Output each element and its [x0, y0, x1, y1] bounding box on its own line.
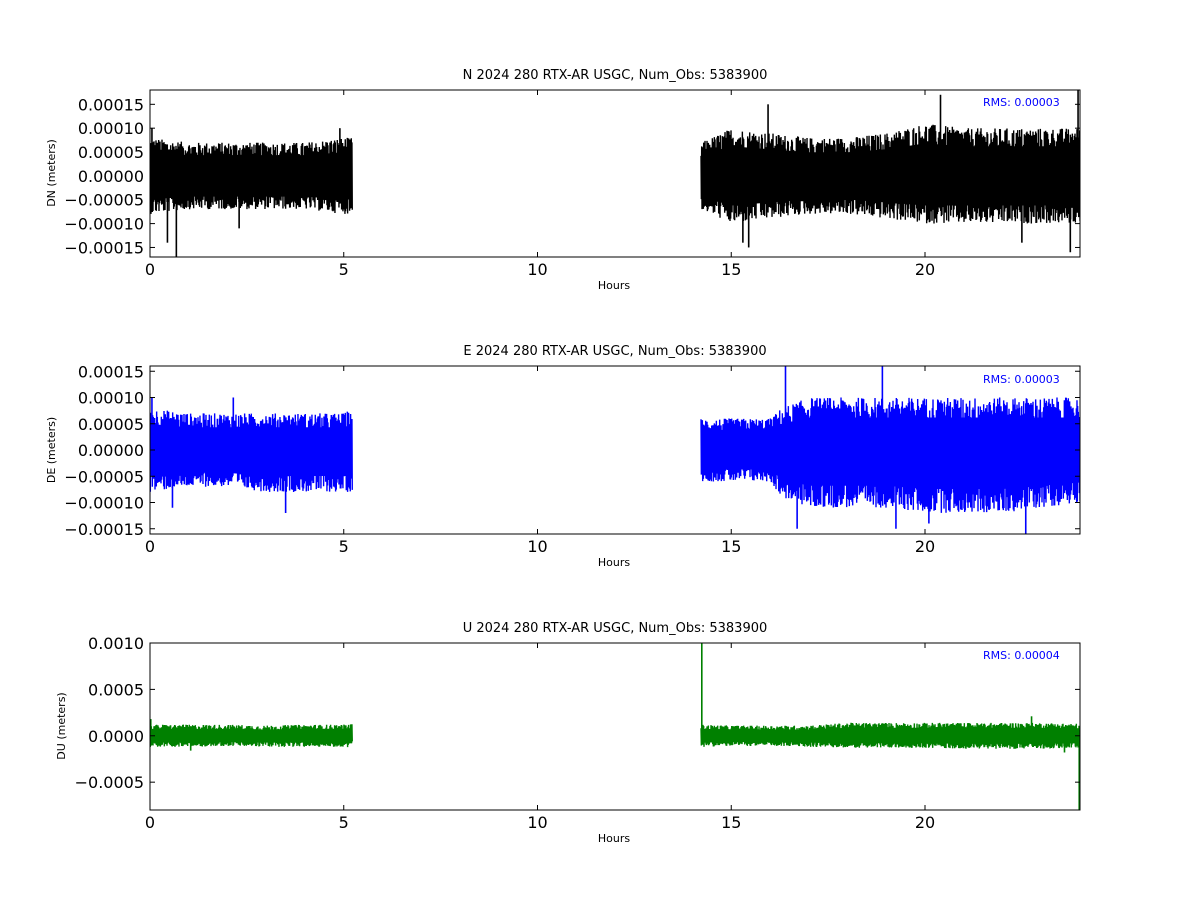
y-axis-label: DU (meters) [55, 692, 68, 759]
x-axis-label: Hours [598, 832, 630, 845]
y-tick-label: 0.00015 [78, 362, 144, 381]
y-axis: −0.00015 −0.00010 −0.00005 0.00000 0.00005 0.… [64, 95, 1080, 257]
panel-e: E 2024 280 RTX-AR USGC, Num_Obs: 5383900… [45, 344, 1081, 569]
x-tick-label: 20 [915, 537, 935, 556]
series-band [701, 143, 1080, 206]
y-tick-label: −0.00005 [64, 191, 144, 210]
series-band [701, 727, 1080, 744]
x-axis: 0 5 10 15 20 [145, 366, 935, 556]
y-tick-label: 0.00015 [78, 95, 144, 114]
plot-area: 0 5 10 15 20 −0.0005 0.0000 0.0005 0.0010 [75, 634, 1081, 832]
y-tick-label: −0.0005 [75, 773, 144, 792]
series-band [150, 423, 353, 477]
x-tick-label: 5 [339, 537, 349, 556]
x-tick-label: 15 [721, 260, 741, 279]
y-tick-label: 0.00000 [78, 441, 144, 460]
x-axis-label: Hours [598, 556, 630, 569]
x-tick-label: 20 [915, 260, 935, 279]
x-axis: 0 5 10 15 20 [145, 643, 935, 832]
y-tick-label: 0.00005 [78, 415, 144, 434]
panel-title: E 2024 280 RTX-AR USGC, Num_Obs: 5383900 [463, 344, 766, 359]
series-band [701, 417, 1080, 490]
y-tick-label: 0.0010 [88, 634, 144, 653]
axes-frame [149, 89, 1081, 258]
y-tick-label: −0.00005 [64, 467, 144, 486]
x-tick-label: 5 [339, 813, 349, 832]
y-tick-label: 0.00005 [78, 143, 144, 162]
y-axis-label: DE (meters) [45, 417, 58, 483]
x-tick-label: 0 [145, 537, 155, 556]
y-tick-label: −0.00015 [64, 520, 144, 539]
panel-n: N 2024 280 RTX-AR USGC, Num_Obs: 5383900… [45, 68, 1081, 292]
y-tick-label: −0.00010 [64, 215, 144, 234]
panel-title: U 2024 280 RTX-AR USGC, Num_Obs: 5383900 [463, 621, 768, 636]
x-tick-label: 20 [915, 813, 935, 832]
x-tick-label: 0 [145, 813, 155, 832]
y-tick-label: 0.0000 [88, 727, 144, 746]
data-series [150, 90, 1080, 257]
y-tick-label: 0.0005 [88, 680, 144, 699]
x-tick-label: 15 [721, 813, 741, 832]
rms-annotation: RMS: 0.00004 [983, 649, 1060, 662]
y-tick-label: −0.00015 [64, 238, 144, 257]
panel-u: U 2024 280 RTX-AR USGC, Num_Obs: 5383900… [55, 621, 1081, 845]
x-tick-label: 10 [527, 537, 547, 556]
x-tick-label: 0 [145, 260, 155, 279]
y-tick-label: 0.00010 [78, 389, 144, 408]
x-tick-label: 10 [527, 813, 547, 832]
series-band [150, 152, 353, 200]
x-tick-label: 15 [721, 537, 741, 556]
x-tick-label: 10 [527, 260, 547, 279]
x-axis-label: Hours [598, 279, 630, 292]
series-band [150, 728, 353, 744]
y-axis: −0.00015 −0.00010 −0.00005 0.00000 0.00005 0.… [64, 362, 1080, 539]
y-tick-label: 0.00000 [78, 167, 144, 186]
plot-area: 0 5 10 15 20−0.00015−0.00010−0.000050.000000… [64, 362, 1081, 556]
y-tick-label: 0.00010 [78, 119, 144, 138]
plot-area: 0 5 10 15 20−0.00015−0.00010−0.000050.000000… [64, 89, 1081, 279]
y-axis-label: DN (meters) [45, 139, 58, 207]
rms-annotation: RMS: 0.00003 [983, 96, 1060, 109]
rms-annotation: RMS: 0.00003 [983, 373, 1060, 386]
panel-title: N 2024 280 RTX-AR USGC, Num_Obs: 5383900 [463, 68, 768, 83]
x-axis: 0 5 10 15 20 [145, 90, 935, 279]
data-series [150, 643, 1080, 810]
y-axis: −0.0005 0.0000 0.0005 0.0010 [75, 634, 1080, 792]
y-tick-label: −0.00010 [64, 494, 144, 513]
x-tick-label: 5 [339, 260, 349, 279]
axes-frame [149, 642, 1081, 811]
